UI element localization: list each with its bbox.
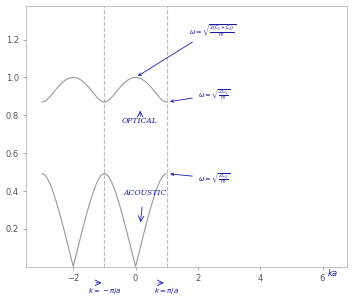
Text: OPTICAL: OPTICAL (122, 117, 158, 125)
Text: ACOUSTIC: ACOUSTIC (123, 189, 167, 197)
Text: $\omega = \sqrt{\frac{2C_1}{m}}$: $\omega = \sqrt{\frac{2C_1}{m}}$ (171, 88, 230, 103)
Text: $k = \pi/a$: $k = \pi/a$ (154, 286, 179, 296)
Text: $\omega = \sqrt{\frac{2C_2}{m}}$: $\omega = \sqrt{\frac{2C_2}{m}}$ (171, 171, 230, 186)
Text: $ka$: $ka$ (327, 267, 338, 278)
Text: $k = -\pi/a$: $k = -\pi/a$ (88, 286, 121, 296)
Text: $\omega = \sqrt{\frac{2(C_1+C_2)}{m}}$: $\omega = \sqrt{\frac{2(C_1+C_2)}{m}}$ (139, 22, 236, 76)
